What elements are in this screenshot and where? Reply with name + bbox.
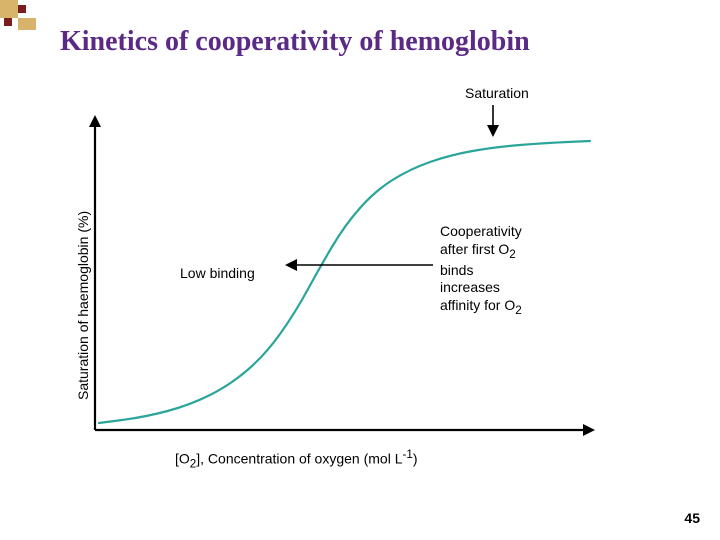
y-axis-label: Saturation of haemoglobin (%) (75, 211, 91, 400)
deco-square (18, 18, 36, 30)
annotation-saturation: Saturation (465, 85, 529, 101)
annotation-low-binding: Low binding (180, 265, 255, 281)
coop-line: binds (440, 262, 522, 280)
slide: { "deco": { "squares": [ { "x": 0, "y": … (0, 0, 720, 540)
coop-line: increases (440, 279, 522, 297)
x-label-mid: ], Concentration of oxygen (mol L (196, 451, 402, 467)
deco-square (0, 0, 18, 18)
slide-title: Kinetics of cooperativity of hemoglobin (60, 26, 530, 58)
annotation-arrows (95, 115, 605, 445)
x-label-sup: -1 (403, 448, 413, 461)
deco-square (4, 18, 12, 26)
annotation-cooperativity: Cooperativityafter first O2bindsincrease… (440, 223, 522, 318)
coop-line: after first O2 (440, 241, 522, 262)
coop-line: affinity for O2 (440, 297, 522, 318)
chart-area: Saturation of haemoglobin (%) [O2], Conc… (95, 115, 605, 445)
slide-number: 45 (684, 510, 700, 526)
deco-square (18, 5, 26, 13)
x-label-suffix: ) (413, 451, 418, 467)
x-axis-label: [O2], Concentration of oxygen (mol L-1) (175, 448, 418, 470)
x-label-prefix: [O (175, 451, 190, 467)
coop-line: Cooperativity (440, 223, 522, 241)
